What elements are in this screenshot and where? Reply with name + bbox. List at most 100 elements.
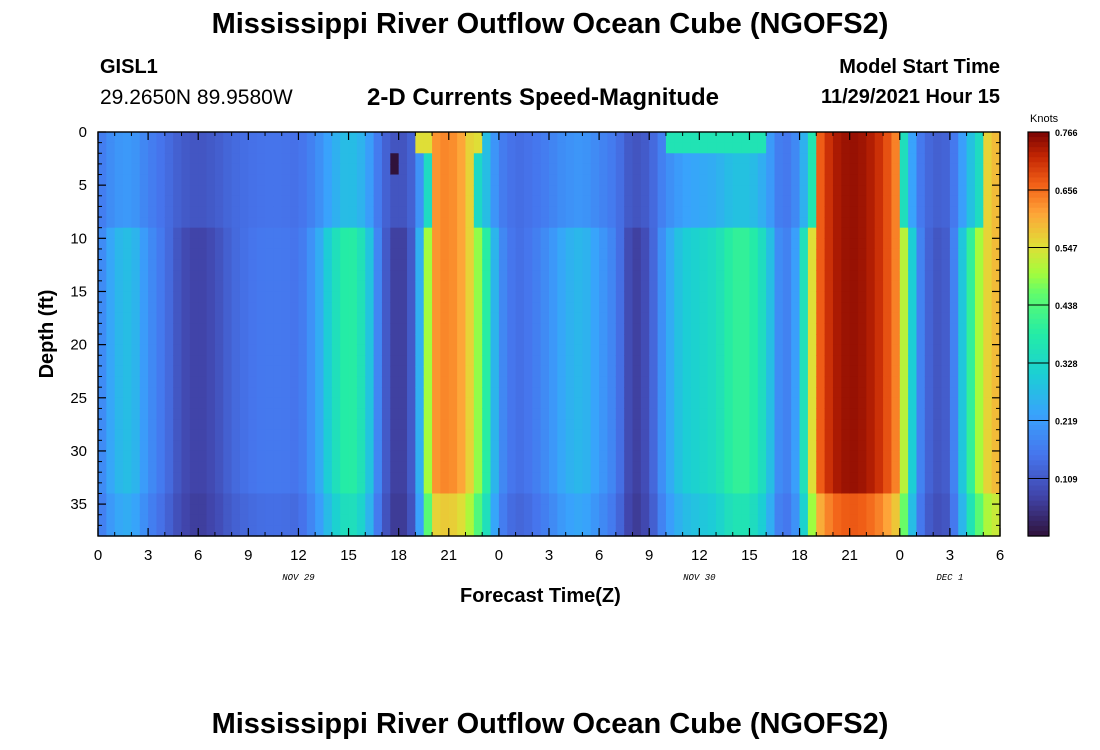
heatmap-cell <box>757 450 767 463</box>
heatmap-cell <box>966 397 976 410</box>
heatmap-cell <box>966 248 976 261</box>
heatmap-cell <box>749 302 759 314</box>
heatmap-cell <box>924 504 934 516</box>
heatmap-cell <box>749 472 759 484</box>
heatmap-cell <box>866 153 876 165</box>
heatmap-cell <box>381 387 391 399</box>
heatmap-cell <box>582 355 592 367</box>
heatmap-cell <box>465 387 475 399</box>
heatmap-cell <box>674 195 684 208</box>
colorbar-segment <box>1028 283 1049 290</box>
heatmap-cell <box>574 334 584 346</box>
heatmap-cell <box>181 163 191 176</box>
heatmap-cell <box>181 365 191 378</box>
heatmap-cell <box>933 461 943 473</box>
heatmap-cell <box>507 493 517 505</box>
heatmap-cell <box>649 440 659 452</box>
heatmap-cell <box>682 493 692 505</box>
heatmap-cell <box>265 355 274 367</box>
heatmap-cell <box>549 450 558 463</box>
heatmap-cell <box>373 185 383 197</box>
heatmap-cell <box>315 472 325 484</box>
heatmap-cell <box>181 440 191 452</box>
heatmap-cell <box>549 142 558 154</box>
heatmap-cell <box>523 270 533 282</box>
heatmap-cell <box>665 132 675 144</box>
heatmap-cell <box>482 376 492 388</box>
heatmap-cell <box>949 344 959 356</box>
heatmap-cell <box>682 142 692 154</box>
heatmap-cell <box>565 132 575 144</box>
heatmap-cell <box>749 365 759 378</box>
heatmap-cell <box>256 440 266 452</box>
heatmap-cell <box>632 312 642 324</box>
heatmap-cell <box>523 248 533 261</box>
heatmap-cell <box>465 493 475 505</box>
heatmap-cell <box>615 408 625 420</box>
heatmap-cell <box>590 334 600 346</box>
heatmap-cell <box>749 227 759 239</box>
heatmap-cell <box>657 504 667 516</box>
heatmap-cell <box>807 291 817 303</box>
heatmap-cell <box>273 397 283 410</box>
heatmap-cell <box>515 493 525 505</box>
heatmap-cell <box>582 302 592 314</box>
heatmap-cell <box>407 397 416 410</box>
heatmap-cell <box>649 419 659 431</box>
heatmap-cell <box>173 419 183 431</box>
heatmap-cell <box>933 419 943 431</box>
heatmap-cell <box>298 493 308 505</box>
heatmap-cell <box>841 280 851 293</box>
heatmap-cell <box>465 174 475 186</box>
heatmap-cell <box>782 344 792 356</box>
heatmap-cell <box>106 259 116 271</box>
heatmap-cell <box>123 365 133 378</box>
heatmap-cell <box>757 195 767 208</box>
heatmap-cell <box>498 238 508 250</box>
heatmap-cell <box>356 493 366 505</box>
heatmap-cell <box>607 153 617 165</box>
heatmap-cell <box>841 440 851 452</box>
heatmap-cell <box>540 493 550 505</box>
heatmap-cell <box>214 408 224 420</box>
heatmap-cell <box>649 429 659 441</box>
heatmap-cell <box>891 365 901 378</box>
heatmap-cell <box>173 397 183 410</box>
heatmap-cell <box>582 248 592 261</box>
heatmap-cell <box>114 195 124 208</box>
heatmap-cell <box>974 514 984 526</box>
heatmap-cell <box>774 217 784 229</box>
heatmap-cell <box>682 365 692 378</box>
heatmap-cell <box>214 397 224 410</box>
heatmap-cell <box>482 217 492 229</box>
heatmap-cell <box>231 514 241 526</box>
heatmap-cell <box>983 419 993 431</box>
heatmap-cell <box>515 344 525 356</box>
heatmap-cell <box>98 302 107 314</box>
heatmap-cell <box>515 450 525 463</box>
heatmap-cell <box>632 504 642 516</box>
heatmap-cell <box>498 408 508 420</box>
heatmap-cell <box>916 142 926 154</box>
heatmap-cell <box>415 440 425 452</box>
heatmap-cell <box>590 142 600 154</box>
heatmap-cell <box>657 408 667 420</box>
heatmap-cell <box>323 206 333 218</box>
heatmap-cell <box>248 525 258 537</box>
heatmap-cell <box>423 355 433 367</box>
heatmap-cell <box>306 472 316 484</box>
heatmap-cell <box>448 163 458 176</box>
heatmap-cell <box>348 397 358 410</box>
heatmap-cell <box>858 504 867 516</box>
heatmap-cell <box>465 514 475 526</box>
heatmap-cell <box>674 185 684 197</box>
heatmap-cell <box>415 504 425 516</box>
heatmap-cell <box>824 142 834 154</box>
heatmap-cell <box>724 142 734 154</box>
heatmap-cell <box>657 355 667 367</box>
heatmap-cell <box>164 206 174 218</box>
heatmap-cell <box>832 259 842 271</box>
heatmap-cell <box>498 419 508 431</box>
heatmap-cell <box>574 408 584 420</box>
heatmap-cell <box>181 429 191 441</box>
